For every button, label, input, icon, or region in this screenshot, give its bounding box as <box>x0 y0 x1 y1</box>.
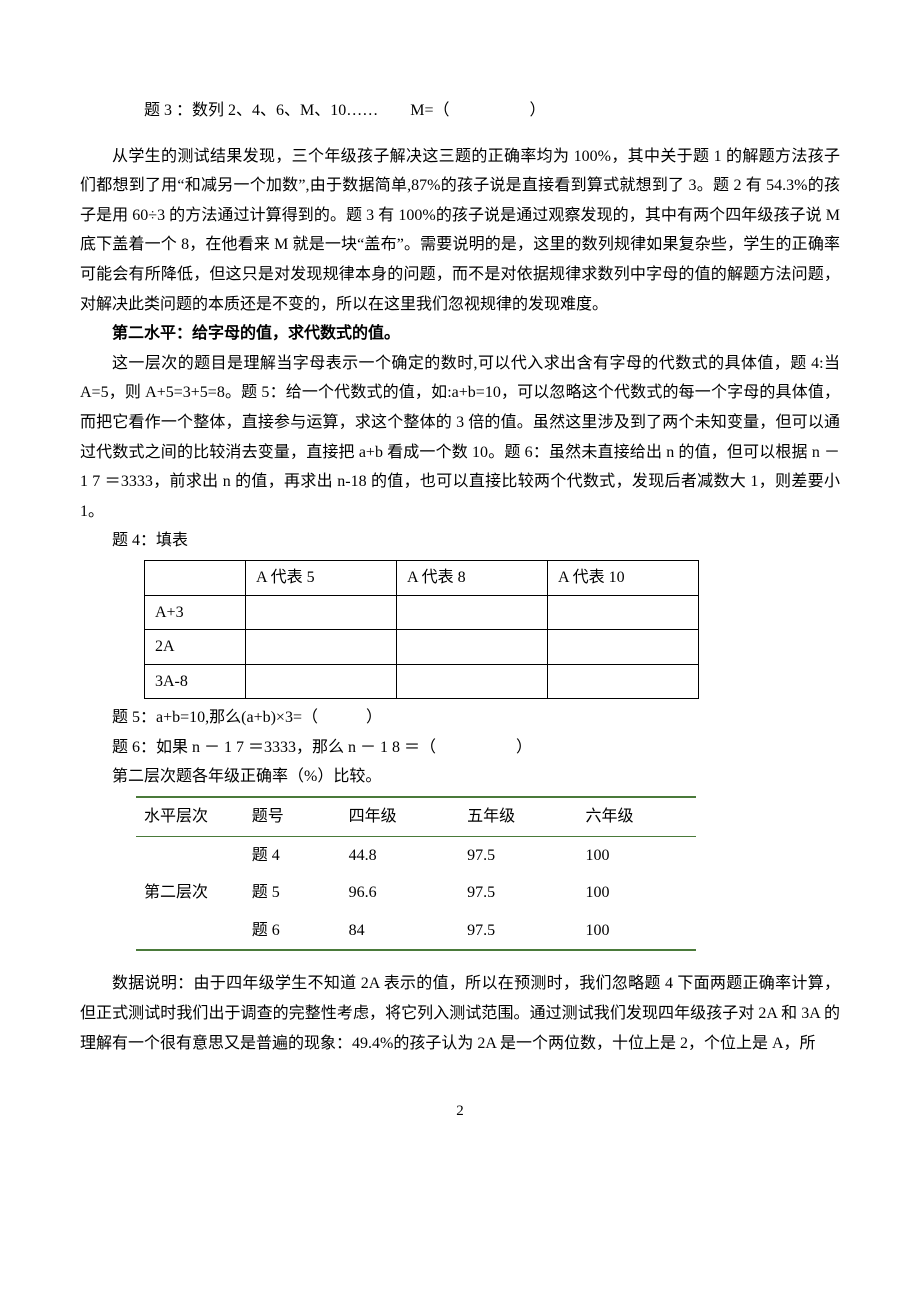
table-row: A+3 <box>145 595 699 630</box>
page-number: 2 <box>80 1098 840 1126</box>
table-cell: 97.5 <box>459 836 577 874</box>
table-header-cell: 五年级 <box>459 797 577 836</box>
document-page: 题 3 ：数列 2、4、6、M、10…… M=（ ） 从学生的测试结果发现，三个… <box>0 0 920 1186</box>
table-cell: A+3 <box>145 595 246 630</box>
table-cell: 44.8 <box>341 836 459 874</box>
table-cell: 100 <box>578 912 696 951</box>
table-header-cell <box>145 560 246 595</box>
table-cell <box>397 595 548 630</box>
table-cell <box>397 630 548 665</box>
table-row: A 代表 5 A 代表 8 A 代表 10 <box>145 560 699 595</box>
table-header-cell: A 代表 10 <box>548 560 699 595</box>
table-header-cell: A 代表 8 <box>397 560 548 595</box>
table-cell: 100 <box>578 836 696 874</box>
table-cell: 2A <box>145 630 246 665</box>
table-cell: 97.5 <box>459 874 577 912</box>
paragraph-4: 数据说明：由于四年级学生不知道 2A 表示的值，所以在预测时，我们忽略题 4 下… <box>80 969 840 1058</box>
table-row: 第二层次 题 4 44.8 97.5 100 <box>136 836 696 874</box>
question-3-line: 题 3 ：数列 2、4、6、M、10…… M=（ ） <box>80 96 840 126</box>
table-cell: 84 <box>341 912 459 951</box>
table-cell: 题 5 <box>244 874 341 912</box>
table-cell: 3A-8 <box>145 664 246 699</box>
table-cell <box>397 664 548 699</box>
table-cell <box>246 664 397 699</box>
table-row: 水平层次 题号 四年级 五年级 六年级 <box>136 797 696 836</box>
question-6-line: 题 6：如果 n － 1 7 ＝3333，那么 n － 1 8 ＝（ ） <box>80 733 840 763</box>
table-header-cell: A 代表 5 <box>246 560 397 595</box>
paragraph-3: 这一层次的题目是理解当字母表示一个确定的数时,可以代入求出含有字母的代数式的具体… <box>80 349 840 527</box>
table-cell: 100 <box>578 874 696 912</box>
table-cell <box>548 630 699 665</box>
table-header-cell: 水平层次 <box>136 797 244 836</box>
table-cell <box>548 595 699 630</box>
table-question-4: A 代表 5 A 代表 8 A 代表 10 A+3 2A 3A-8 <box>144 560 699 699</box>
table-cell: 题 6 <box>244 912 341 951</box>
table-cell: 题 4 <box>244 836 341 874</box>
table-cell <box>548 664 699 699</box>
level-2-heading: 第二水平：给字母的值，求代数式的值。 <box>80 319 840 349</box>
table-cell: 97.5 <box>459 912 577 951</box>
table-row: 2A <box>145 630 699 665</box>
table-cell <box>246 595 397 630</box>
table2-caption: 第二层次题各年级正确率（%）比较。 <box>80 762 840 792</box>
table-header-cell: 四年级 <box>341 797 459 836</box>
table-cell <box>246 630 397 665</box>
table-row: 3A-8 <box>145 664 699 699</box>
table-cell: 96.6 <box>341 874 459 912</box>
paragraph-1: 从学生的测试结果发现，三个年级孩子解决这三题的正确率均为 100%，其中关于题 … <box>80 142 840 320</box>
question-4-label: 题 4：填表 <box>80 526 840 556</box>
table-header-cell: 六年级 <box>578 797 696 836</box>
level-cell: 第二层次 <box>136 836 244 950</box>
table-header-cell: 题号 <box>244 797 341 836</box>
table-accuracy: 水平层次 题号 四年级 五年级 六年级 第二层次 题 4 44.8 97.5 1… <box>136 796 696 951</box>
question-5-line: 题 5：a+b=10,那么(a+b)×3=（ ） <box>80 703 840 733</box>
